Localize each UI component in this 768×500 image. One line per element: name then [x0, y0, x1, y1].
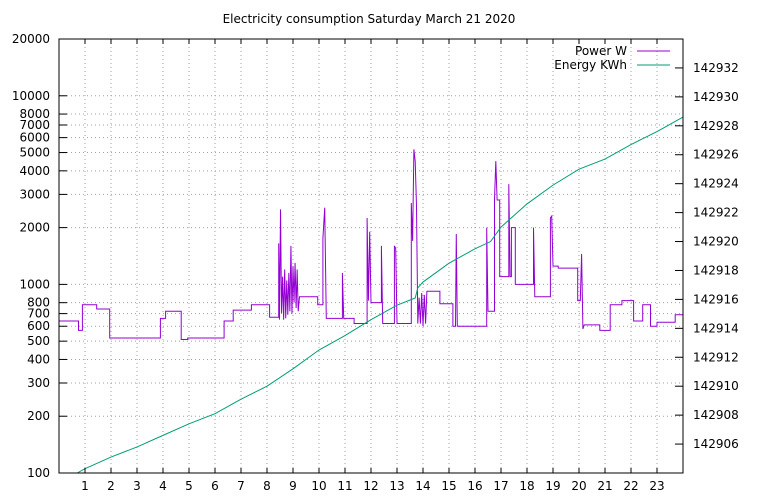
- y-right-tick-label: 142928: [693, 119, 739, 133]
- y-right-tick-label: 142920: [693, 235, 739, 249]
- y-right-tick-label: 142926: [693, 148, 739, 162]
- y-left-tick-label: 3000: [19, 187, 50, 201]
- y-right-tick-label: 142914: [693, 321, 739, 335]
- y-left-tick-label: 100: [27, 466, 50, 480]
- y-left-tick-label: 300: [27, 376, 50, 390]
- x-tick-label: 13: [389, 479, 404, 493]
- y-right-tick-label: 142906: [693, 437, 739, 451]
- y-right-tick-label: 142912: [693, 350, 739, 364]
- x-tick-label: 18: [519, 479, 534, 493]
- y-left-tick-label: 2000: [19, 221, 50, 235]
- x-tick-label: 19: [545, 479, 560, 493]
- series-line-power: [59, 149, 683, 341]
- y-right-tick-label: 142922: [693, 206, 739, 220]
- x-tick-label: 7: [237, 479, 245, 493]
- x-tick-label: 8: [263, 479, 271, 493]
- legend-label-energy: Energy KWh: [554, 58, 627, 72]
- x-tick-label: 6: [211, 479, 219, 493]
- grid: [59, 38, 683, 474]
- x-tick-label: 3: [133, 479, 141, 493]
- x-tick-label: 12: [363, 479, 378, 493]
- y-right-tick-label: 142932: [693, 61, 739, 75]
- x-tick-label: 9: [289, 479, 297, 493]
- x-tick-label: 20: [571, 479, 586, 493]
- y-left-tick-label: 1000: [19, 277, 50, 291]
- x-tick-label: 11: [337, 479, 352, 493]
- y-right-tick-label: 142924: [693, 177, 739, 191]
- y-right-tick-label: 142930: [693, 90, 739, 104]
- y-left-tick-label: 400: [27, 352, 50, 366]
- x-tick-label: 14: [415, 479, 430, 493]
- y-left-tick-label: 10000: [12, 89, 50, 103]
- series-line-energy: [76, 116, 684, 474]
- chart-title: Electricity consumption Saturday March 2…: [223, 12, 516, 26]
- x-tick-label: 10: [311, 479, 326, 493]
- y-right-tick-label: 142916: [693, 292, 739, 306]
- axes: 1 2 3 4 5 6 7 8 9 10 11 12 13 14 15 16 17 18 19 20 21 22 23100…: [12, 32, 739, 493]
- y-left-tick-label: 600: [27, 319, 50, 333]
- y-left-tick-label: 6000: [19, 131, 50, 145]
- y-right-tick-label: 142918: [693, 263, 739, 277]
- y-right-tick-label: 142908: [693, 408, 739, 422]
- x-tick-label: 5: [185, 479, 193, 493]
- legend: Power W Energy KWh: [554, 44, 670, 72]
- y-right-tick-label: 142910: [693, 379, 739, 393]
- y-left-tick-label: 800: [27, 296, 50, 310]
- x-tick-label: 1: [81, 479, 89, 493]
- y-left-tick-label: 7000: [19, 118, 50, 132]
- x-tick-label: 22: [623, 479, 638, 493]
- x-tick-label: 17: [493, 479, 508, 493]
- x-tick-label: 21: [597, 479, 612, 493]
- x-tick-label: 2: [107, 479, 115, 493]
- y-left-tick-label: 8000: [19, 107, 50, 121]
- y-left-tick-label: 500: [27, 334, 50, 348]
- legend-label-power: Power W: [575, 44, 627, 58]
- y-left-tick-label: 4000: [19, 164, 50, 178]
- x-tick-label: 15: [441, 479, 456, 493]
- x-tick-label: 23: [649, 479, 664, 493]
- y-left-tick-label: 200: [27, 409, 50, 423]
- y-left-tick-label: 700: [27, 307, 50, 321]
- x-tick-label: 4: [159, 479, 167, 493]
- x-tick-label: 16: [467, 479, 482, 493]
- y-left-tick-label: 20000: [12, 32, 50, 46]
- series-layer: [59, 116, 684, 474]
- y-left-tick-label: 5000: [19, 146, 50, 160]
